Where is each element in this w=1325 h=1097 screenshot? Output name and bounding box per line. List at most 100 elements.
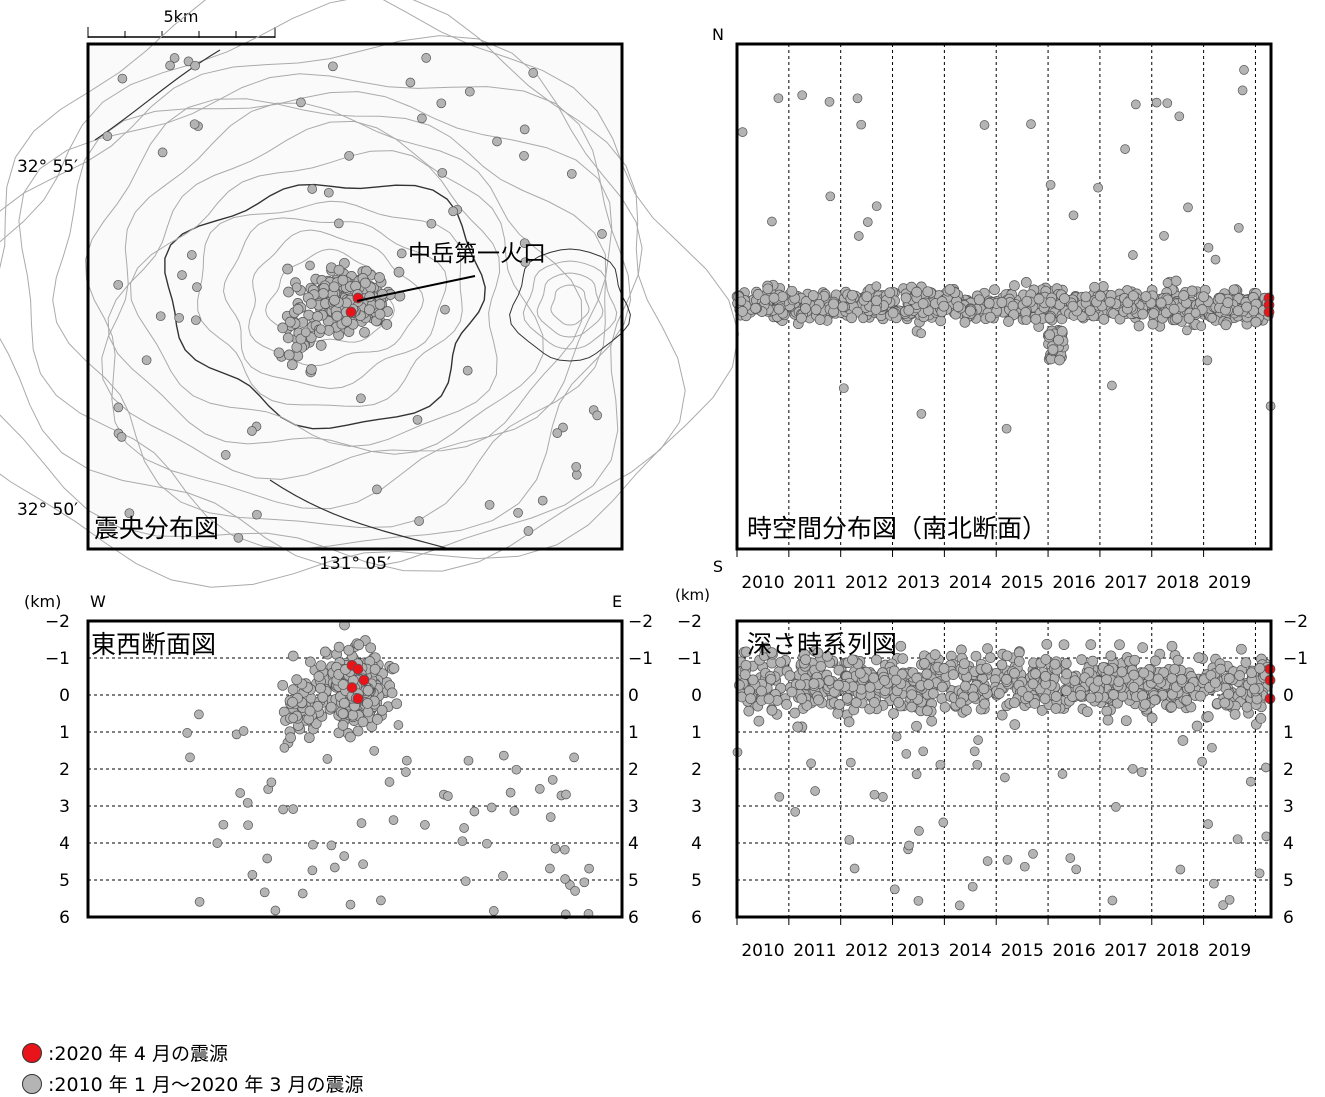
dt-depth-label-right: −2 — [1283, 612, 1308, 632]
ew-point-past — [569, 752, 579, 763]
ew-point-past — [287, 696, 298, 708]
map-epicenter-past — [331, 310, 343, 322]
dt-point-past — [1175, 864, 1186, 875]
dt-hypocenters — [732, 638, 1276, 911]
map-epicenter-past — [157, 147, 168, 158]
ew-point-past — [303, 732, 315, 744]
ew-depth-label-left: −2 — [45, 612, 70, 632]
ns-point-past — [1133, 320, 1145, 332]
ew-point-past — [505, 787, 516, 798]
ns-point-past — [1026, 119, 1036, 129]
ew-depth-label-right: 0 — [628, 686, 639, 706]
ns-point-past — [837, 301, 849, 313]
ew-point-past — [357, 716, 369, 728]
dt-point-past — [897, 653, 909, 664]
dt-point-past — [921, 668, 933, 680]
ns-point-past — [1053, 334, 1064, 346]
ew-point-past — [339, 851, 350, 861]
ns-point-past — [762, 283, 774, 295]
dt-depth-label-right: 3 — [1283, 797, 1294, 817]
dt-point-past — [775, 656, 787, 668]
ns-point-past — [1228, 284, 1240, 296]
dt-point-past — [1040, 654, 1052, 665]
legend-past: :2010 年 1 月～2020 年 3 月の震源 — [22, 1070, 364, 1097]
dt-year-label: 2013 — [897, 941, 940, 961]
dt-point-past — [1215, 663, 1226, 675]
dt-point-past — [1218, 900, 1228, 910]
map-epicenter-past — [189, 119, 200, 130]
dt-point-past — [869, 697, 880, 708]
dt-point-past — [790, 806, 801, 817]
ns-point-past — [800, 303, 811, 314]
ew-point-past — [312, 700, 324, 712]
ns-point-past — [1104, 296, 1116, 308]
crater-leader-line — [356, 275, 476, 302]
ew-point-past — [353, 639, 365, 651]
dt-year-label: 2012 — [845, 941, 888, 961]
ns-point-past — [773, 93, 784, 104]
ns-point-past — [989, 284, 1000, 296]
dt-point-past — [969, 746, 980, 757]
dt-point-past — [789, 707, 801, 719]
dt-point-past — [893, 697, 905, 708]
map-epicenter-past — [312, 311, 323, 322]
ns-point-past — [1151, 97, 1162, 108]
map-epicenter-past — [117, 73, 128, 84]
map-epicenter-past — [356, 393, 366, 404]
map-epicenter-past — [283, 286, 294, 298]
dt-point-past — [800, 654, 811, 665]
ns-point-past — [1030, 313, 1042, 325]
dt-point-past — [1209, 878, 1219, 889]
dt-point-past — [1013, 656, 1025, 667]
dt-point-past — [1022, 691, 1034, 702]
dt-point-past — [1071, 864, 1082, 875]
ns-point-past — [750, 302, 761, 314]
dt-point-past — [823, 675, 835, 686]
ew-point-past — [460, 876, 471, 887]
ew-point-past — [194, 709, 204, 720]
ns-point-past — [916, 408, 927, 419]
map-epicenter-past — [286, 359, 298, 371]
ew-point-past — [570, 886, 580, 896]
contour-line — [222, 217, 448, 390]
map-epicenter-past — [102, 131, 113, 141]
dt-depth-label-left: 2 — [691, 760, 702, 780]
ns-point-past — [861, 291, 873, 303]
ew-point-past — [270, 905, 281, 916]
map-epicenter-past — [396, 248, 407, 259]
dt-point-past — [1191, 720, 1203, 732]
ew-depth-label-right: 1 — [628, 723, 639, 743]
map-epicenter-past — [328, 281, 340, 293]
dt-point-past — [981, 662, 992, 674]
ew-point-past — [388, 662, 400, 674]
dt-point-past — [985, 652, 996, 663]
dt-point-past — [745, 693, 756, 704]
ew-point-past — [313, 671, 325, 682]
legend-recent-label: :2020 年 4 月の震源 — [48, 1043, 228, 1065]
dt-point-past — [766, 704, 778, 716]
ns-point-past — [944, 284, 956, 295]
dt-point-past — [844, 834, 855, 845]
ew-point-past — [333, 641, 345, 653]
dt-point-past — [1107, 895, 1118, 906]
ew-point-past — [277, 679, 289, 691]
dt-point-past — [1166, 640, 1178, 652]
dt-point-past — [1136, 767, 1147, 777]
map-epicenter-past — [155, 311, 166, 322]
ns-point-past — [1120, 144, 1130, 154]
dt-year-label: 2019 — [1208, 941, 1251, 961]
ns-point-past — [1210, 254, 1221, 265]
ew-point-past — [343, 644, 355, 656]
map-epicenter-past — [333, 264, 345, 276]
dt-point-past — [739, 669, 751, 680]
dt-point-past — [901, 748, 912, 759]
map-epicenter-past — [174, 312, 184, 323]
dt-point-past — [1166, 701, 1177, 713]
dt-point-past — [1254, 662, 1266, 674]
ew-point-past — [579, 877, 590, 888]
contour-line — [0, 35, 643, 569]
ew-point-past — [315, 660, 327, 672]
ew-point-past — [459, 823, 469, 833]
ns-point-past — [1178, 290, 1190, 301]
ew-point-past — [182, 728, 193, 738]
